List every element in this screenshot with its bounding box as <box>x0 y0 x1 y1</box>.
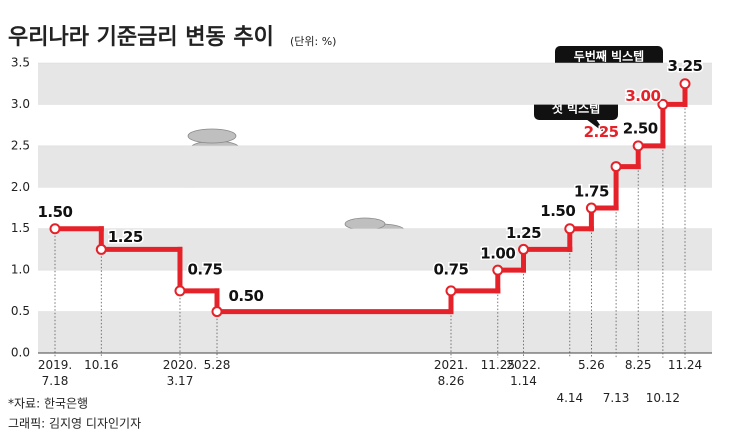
x-tick-label: 8.25 <box>625 358 652 372</box>
value-label: 3.25 <box>667 57 702 75</box>
point <box>564 223 576 235</box>
credit: 그래픽: 김지영 디자인기자 <box>8 417 141 431</box>
value-label: 2.50 <box>623 119 658 137</box>
value-label: 1.00 <box>480 245 515 263</box>
value-label: 1.75 <box>574 183 609 201</box>
y-tick-label: 2.5 <box>11 138 30 152</box>
point <box>492 264 504 276</box>
point <box>211 306 223 318</box>
value-label: 0.50 <box>228 287 263 305</box>
x-tick-label: 5.26 <box>578 358 605 372</box>
value-label: 3.00 <box>625 87 660 105</box>
y-tick-label: 3.5 <box>11 56 30 70</box>
point <box>174 285 186 297</box>
value-label: 1.25 <box>506 224 541 242</box>
x-tick-label: 2020. 3.17 <box>163 358 197 388</box>
grid <box>38 62 712 354</box>
value-label: 0.75 <box>187 260 222 278</box>
point <box>632 140 644 152</box>
point <box>445 285 457 297</box>
x-tick-label: 11.25 <box>481 358 515 372</box>
value-label: 1.50 <box>37 203 72 221</box>
x-tick-label: 10.12 <box>646 391 680 405</box>
value-label: 1.25 <box>108 228 143 246</box>
x-tick-label: 11.24 <box>668 358 702 372</box>
point <box>610 161 622 173</box>
annotation: 두번째 빅스텝 <box>574 49 644 64</box>
x-tick-label: 2021. 8.26 <box>434 358 468 388</box>
x-tick-label: 5.28 <box>204 358 231 372</box>
y-tick-label: 1.5 <box>11 221 30 235</box>
point <box>679 78 691 90</box>
point <box>585 202 597 214</box>
unit-label: (단위: %) <box>290 35 336 48</box>
point <box>95 243 107 255</box>
y-tick-label: 0.5 <box>11 304 30 318</box>
x-tick-label: 2019. 7.18 <box>38 358 72 388</box>
y-tick-label: 2.0 <box>11 180 30 194</box>
value-label: 0.75 <box>433 260 468 278</box>
point <box>49 223 61 235</box>
grid-band <box>38 311 712 353</box>
y-tick-label: 1.0 <box>11 263 30 277</box>
y-tick-label: 0.0 <box>11 346 30 360</box>
value-label: 1.50 <box>540 202 575 220</box>
x-tick-label: 7.13 <box>603 391 630 405</box>
chart-title: 우리나라 기준금리 변동 추이 <box>8 25 274 50</box>
point <box>657 98 669 110</box>
grid-band <box>38 63 712 105</box>
y-tick-label: 3.0 <box>11 97 30 111</box>
source: *자료: 한국은행 <box>8 396 88 411</box>
x-tick-label: 2022. 1.14 <box>506 358 540 388</box>
x-tick-label: 4.14 <box>556 391 583 405</box>
point <box>518 243 530 255</box>
grid-band <box>38 145 712 188</box>
value-label: 2.25 <box>584 123 619 141</box>
x-tick-label: 10.16 <box>84 358 118 372</box>
